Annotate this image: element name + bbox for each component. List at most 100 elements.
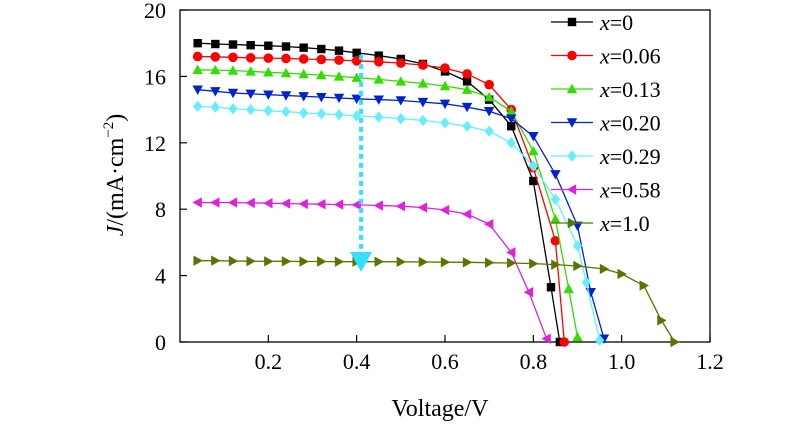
legend-marker bbox=[566, 83, 578, 94]
data-point bbox=[210, 52, 221, 62]
data-point bbox=[298, 54, 309, 64]
data-point bbox=[298, 68, 309, 79]
data-point bbox=[351, 94, 362, 105]
data-point bbox=[598, 334, 610, 344]
data-point bbox=[523, 287, 534, 298]
axes-group: 0.2 0.4 0.6 0.8 1.0 1.2 0 4 8 12 16 20 bbox=[144, 0, 724, 374]
data-point bbox=[316, 54, 327, 65]
data-point bbox=[281, 42, 291, 51]
data-point bbox=[245, 197, 255, 209]
data-point bbox=[550, 213, 561, 224]
data-point bbox=[193, 255, 203, 266]
data-point bbox=[210, 87, 221, 97]
data-point bbox=[352, 48, 361, 58]
x-axis-label: Voltage/V bbox=[392, 396, 490, 422]
data-point bbox=[228, 103, 238, 115]
data-point bbox=[281, 105, 291, 118]
arrow-head bbox=[350, 251, 373, 272]
x-tick-label: 0.8 bbox=[520, 349, 548, 374]
data-point bbox=[227, 88, 239, 99]
data-point bbox=[418, 60, 428, 70]
data-point bbox=[462, 77, 472, 86]
trend-arrow bbox=[350, 54, 373, 272]
data-point bbox=[210, 197, 220, 208]
data-point bbox=[316, 108, 327, 120]
data-point bbox=[374, 51, 383, 60]
data-point bbox=[263, 198, 273, 209]
data-point bbox=[334, 55, 344, 65]
data-point bbox=[573, 260, 583, 272]
y-tick-label: 12 bbox=[144, 131, 166, 156]
data-point bbox=[506, 114, 517, 124]
data-point bbox=[351, 199, 361, 211]
data-point bbox=[440, 256, 451, 268]
x-tick-label: 0.4 bbox=[343, 349, 371, 374]
data-point bbox=[298, 198, 308, 210]
data-point bbox=[599, 263, 610, 275]
data-point bbox=[245, 89, 256, 100]
y-axis-label-unit: /(mA·cm bbox=[103, 137, 129, 225]
data-point bbox=[373, 56, 384, 67]
data-point bbox=[373, 200, 383, 211]
legend-marker bbox=[566, 184, 577, 195]
legend-item: x=1.0 bbox=[551, 211, 650, 236]
data-point bbox=[528, 145, 539, 156]
y-tick-label: 0 bbox=[155, 330, 166, 355]
data-point bbox=[298, 92, 309, 102]
data-point bbox=[192, 197, 202, 208]
data-point bbox=[192, 85, 203, 95]
data-point bbox=[374, 256, 384, 267]
legend-item: x=0.06 bbox=[551, 44, 661, 69]
data-point bbox=[317, 256, 327, 267]
series-6 bbox=[192, 197, 551, 344]
data-point bbox=[280, 91, 292, 101]
data-point bbox=[192, 100, 203, 112]
legend-item: x=0.13 bbox=[551, 77, 661, 102]
data-point bbox=[440, 63, 450, 73]
data-point bbox=[333, 93, 345, 104]
data-point bbox=[461, 102, 473, 113]
data-point bbox=[298, 107, 309, 119]
data-point bbox=[484, 257, 495, 268]
data-point bbox=[395, 76, 407, 86]
y-axis-label-close: ) bbox=[103, 114, 129, 122]
data-point bbox=[440, 117, 450, 129]
data-point bbox=[334, 46, 344, 55]
legend-label-val: =0 bbox=[610, 10, 633, 35]
legend-label-val: =0.20 bbox=[610, 111, 661, 136]
data-point bbox=[581, 276, 592, 288]
data-point bbox=[483, 91, 495, 102]
data-point bbox=[210, 101, 221, 113]
data-point bbox=[211, 255, 221, 266]
legend-label-val: =0.13 bbox=[610, 77, 661, 102]
data-point bbox=[529, 176, 538, 186]
data-point bbox=[418, 114, 428, 127]
series-line bbox=[197, 89, 605, 339]
x-tick-label: 0.2 bbox=[255, 349, 283, 374]
data-point bbox=[528, 160, 539, 172]
data-point bbox=[395, 96, 407, 106]
data-point bbox=[280, 67, 292, 78]
data-point bbox=[263, 105, 274, 117]
data-point bbox=[572, 331, 583, 342]
y-tick-label: 4 bbox=[155, 264, 166, 289]
x-tick-label: 1.0 bbox=[608, 349, 636, 374]
data-point bbox=[461, 208, 472, 220]
data-point bbox=[374, 111, 384, 123]
data-point bbox=[316, 199, 326, 210]
data-point bbox=[281, 53, 291, 64]
legend-label: x=0.13 bbox=[599, 77, 661, 102]
series-5 bbox=[192, 100, 605, 347]
data-point bbox=[417, 202, 428, 213]
data-point bbox=[462, 120, 472, 132]
data-point bbox=[594, 334, 605, 347]
data-point bbox=[264, 41, 273, 50]
data-point bbox=[550, 193, 561, 205]
legend-label-var: x bbox=[599, 211, 610, 236]
data-point bbox=[263, 67, 274, 77]
data-point bbox=[351, 55, 362, 66]
data-point bbox=[211, 39, 220, 49]
data-point bbox=[192, 64, 203, 74]
data-point bbox=[484, 79, 494, 90]
data-point bbox=[563, 283, 574, 294]
